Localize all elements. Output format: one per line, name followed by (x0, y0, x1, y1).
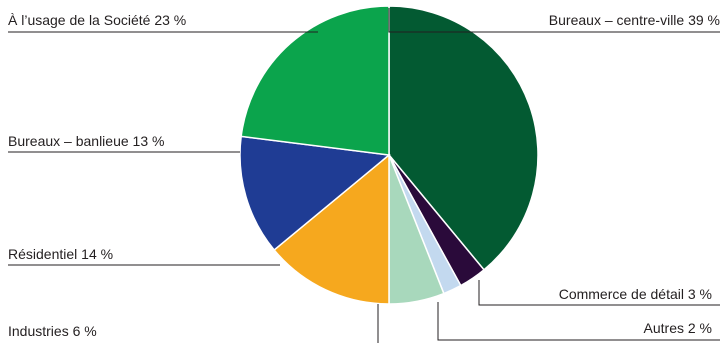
leader-line-bureaux-centre-ville (388, 8, 720, 33)
label-usage-societe: À l’usage de la Société 23 % (8, 12, 186, 28)
label-bureaux-banlieue: Bureaux – banlieue 13 % (8, 133, 164, 149)
pie-slice-bureaux-banlieue (239, 135, 391, 252)
pie-slices (239, 5, 539, 305)
label-autres: Autres 2 % (644, 320, 712, 336)
label-residentiel: Résidentiel 14 % (8, 246, 113, 262)
leader-line-commerce (478, 280, 720, 306)
label-commerce-de-detail: Commerce de détail 3 % (559, 286, 712, 302)
leader-line-autres (437, 302, 720, 341)
pie-slice-a-l-usage-de-la-societe (240, 5, 390, 156)
label-industries: Industries 6 % (8, 323, 97, 339)
pie-slice-residentiel (273, 153, 390, 305)
leader-lines (8, 8, 720, 343)
label-bureaux-centre-ville: Bureaux – centre-ville 39 % (549, 12, 720, 28)
pie-slice-bureaux-centre-ville (388, 5, 539, 271)
